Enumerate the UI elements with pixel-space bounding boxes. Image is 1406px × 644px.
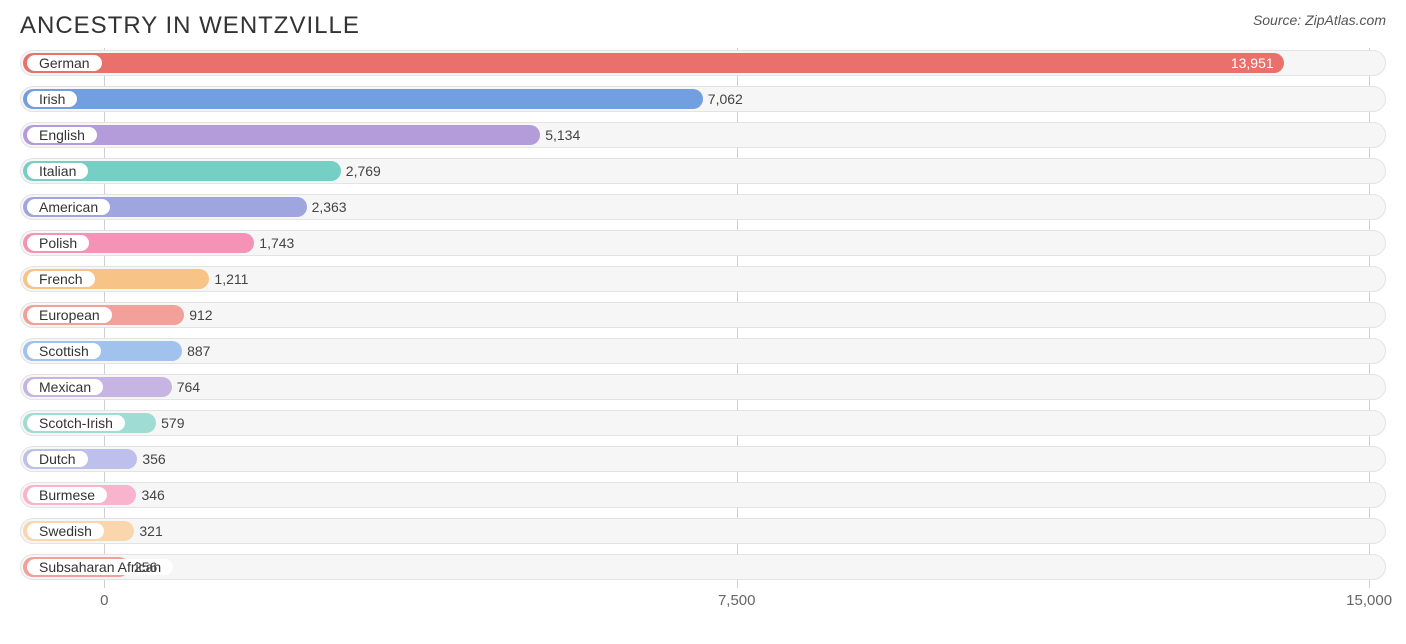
bar bbox=[23, 89, 703, 109]
chart-header: ANCESTRY IN WENTZVILLE Source: ZipAtlas.… bbox=[0, 0, 1406, 48]
value-label: 356 bbox=[134, 444, 165, 474]
chart-row: Irish 7,062 bbox=[20, 84, 1386, 114]
category-pill: Scottish bbox=[27, 343, 101, 359]
source-name: ZipAtlas.com bbox=[1305, 12, 1386, 28]
bar-track bbox=[20, 518, 1386, 544]
chart-row: Dutch 356 bbox=[20, 444, 1386, 474]
value-label: 1,211 bbox=[206, 264, 248, 294]
chart-plot-area: German13,951 Irish 7,062 English 5,134 Italia… bbox=[0, 48, 1406, 616]
category-pill: American bbox=[27, 199, 110, 215]
chart-rows: German13,951 Irish 7,062 English 5,134 Italia… bbox=[20, 48, 1386, 582]
chart-title: ANCESTRY IN WENTZVILLE bbox=[20, 12, 360, 40]
category-pill: Swedish bbox=[27, 523, 104, 539]
chart-source: Source: ZipAtlas.com bbox=[1253, 12, 1386, 28]
source-prefix: Source: bbox=[1253, 12, 1305, 28]
value-label: 346 bbox=[133, 480, 164, 510]
value-label: 321 bbox=[131, 516, 162, 546]
category-pill: Mexican bbox=[27, 379, 103, 395]
chart-row: German13,951 bbox=[20, 48, 1386, 78]
chart-row: Scotch-Irish 579 bbox=[20, 408, 1386, 438]
chart-row: European 912 bbox=[20, 300, 1386, 330]
bar-track bbox=[20, 410, 1386, 436]
value-label: 912 bbox=[181, 300, 212, 330]
chart-row: Polish 1,743 bbox=[20, 228, 1386, 258]
value-label: 13,951 bbox=[23, 48, 1284, 78]
value-label: 2,769 bbox=[338, 156, 381, 186]
category-pill: Scotch-Irish bbox=[27, 415, 125, 431]
chart-row: Mexican 764 bbox=[20, 372, 1386, 402]
category-pill: Dutch bbox=[27, 451, 88, 467]
value-label: 2,363 bbox=[304, 192, 347, 222]
value-label: 579 bbox=[153, 408, 184, 438]
category-pill: French bbox=[27, 271, 95, 287]
value-label: 7,062 bbox=[700, 84, 743, 114]
chart-container: ANCESTRY IN WENTZVILLE Source: ZipAtlas.… bbox=[0, 0, 1406, 616]
category-pill: Italian bbox=[27, 163, 88, 179]
category-pill: Irish bbox=[27, 91, 77, 107]
value-label: 887 bbox=[179, 336, 210, 366]
value-label: 5,134 bbox=[537, 120, 580, 150]
category-pill: English bbox=[27, 127, 97, 143]
x-axis: 07,50015,000 bbox=[20, 588, 1386, 616]
x-axis-tick-label: 7,500 bbox=[718, 592, 756, 609]
chart-row: French 1,211 bbox=[20, 264, 1386, 294]
chart-row: Burmese 346 bbox=[20, 480, 1386, 510]
bar-track bbox=[20, 446, 1386, 472]
category-pill: Polish bbox=[27, 235, 89, 251]
value-label: 1,743 bbox=[251, 228, 294, 258]
category-pill: European bbox=[27, 307, 112, 323]
x-axis-tick-label: 0 bbox=[100, 592, 108, 609]
value-label: 764 bbox=[169, 372, 200, 402]
chart-row: American 2,363 bbox=[20, 192, 1386, 222]
bar-track bbox=[20, 482, 1386, 508]
chart-row: Swedish 321 bbox=[20, 516, 1386, 546]
bar-track bbox=[20, 554, 1386, 580]
x-axis-tick-label: 15,000 bbox=[1346, 592, 1392, 609]
chart-row: Scottish 887 bbox=[20, 336, 1386, 366]
chart-row: English 5,134 bbox=[20, 120, 1386, 150]
bar bbox=[23, 125, 540, 145]
bar-track bbox=[20, 374, 1386, 400]
chart-row: Italian 2,769 bbox=[20, 156, 1386, 186]
category-pill: Burmese bbox=[27, 487, 107, 503]
value-label: 256 bbox=[126, 552, 157, 582]
bar-track bbox=[20, 302, 1386, 328]
bar-track bbox=[20, 338, 1386, 364]
chart-row: Subsaharan African256 bbox=[20, 552, 1386, 582]
